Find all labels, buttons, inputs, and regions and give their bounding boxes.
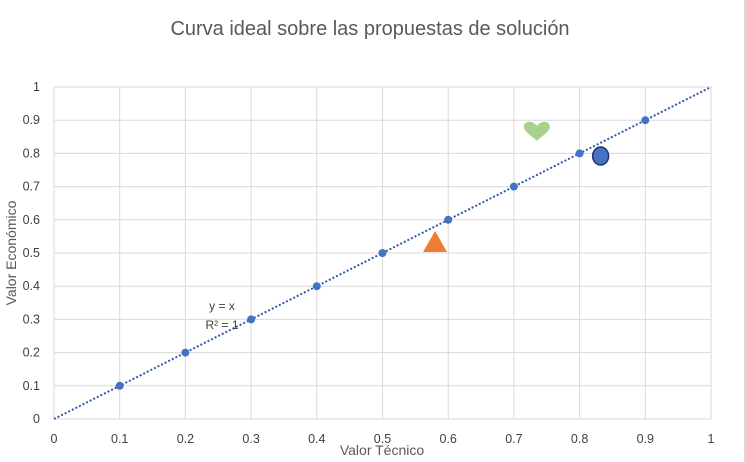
y-tick-label: 0.5 bbox=[23, 246, 40, 260]
x-tick-label: 0.3 bbox=[242, 432, 259, 446]
y-tick-label: 0.7 bbox=[23, 180, 40, 194]
y-tick-label: 0.9 bbox=[23, 113, 40, 127]
chart-title: Curva ideal sobre las propuestas de solu… bbox=[170, 18, 569, 40]
data-points bbox=[115, 116, 650, 390]
y-tick-label: 0.1 bbox=[23, 379, 40, 393]
data-point bbox=[181, 348, 190, 357]
x-axis-ticks: 0 0.1 0.2 0.3 0.4 0.5 0.6 0.7 0.8 0.9 1 bbox=[51, 432, 715, 446]
trendline-r2: R² = 1 bbox=[205, 318, 238, 332]
x-tick-label: 0.5 bbox=[374, 432, 391, 446]
x-tick-label: 1 bbox=[708, 432, 715, 446]
data-point bbox=[575, 149, 584, 158]
y-tick-label: 0.2 bbox=[23, 346, 40, 360]
data-point bbox=[312, 282, 321, 291]
y-tick-label: 1 bbox=[33, 80, 40, 94]
proposal-markers bbox=[423, 121, 610, 253]
data-point bbox=[247, 315, 256, 324]
chart-border bbox=[744, 0, 746, 462]
x-tick-label: 0.2 bbox=[177, 432, 194, 446]
y-tick-label: 0.4 bbox=[23, 279, 40, 293]
y-tick-label: 0.6 bbox=[23, 213, 40, 227]
y-axis-label: Valor Económico bbox=[3, 200, 19, 305]
trendline-equation: y = x bbox=[209, 299, 235, 313]
y-axis-ticks: 0 0.1 0.2 0.3 0.4 0.5 0.6 0.7 0.8 0.9 1 bbox=[23, 80, 40, 426]
y-tick-label: 0 bbox=[33, 412, 40, 426]
data-point bbox=[115, 381, 124, 390]
data-point bbox=[509, 182, 518, 191]
data-point bbox=[378, 249, 387, 257]
heart-marker bbox=[523, 121, 550, 141]
x-tick-label: 0.1 bbox=[111, 432, 128, 446]
x-tick-label: 0.4 bbox=[308, 432, 325, 446]
data-point bbox=[444, 215, 453, 224]
x-axis-label: Valor Técnico bbox=[340, 442, 425, 458]
circle-marker bbox=[591, 146, 610, 166]
y-tick-label: 0.8 bbox=[23, 146, 40, 160]
x-tick-label: 0.7 bbox=[505, 432, 522, 446]
x-tick-label: 0.9 bbox=[637, 432, 654, 446]
triangle-marker bbox=[423, 231, 448, 253]
data-point bbox=[641, 116, 650, 125]
x-tick-label: 0 bbox=[51, 432, 58, 446]
y-tick-label: 0.3 bbox=[23, 312, 40, 326]
x-tick-label: 0.8 bbox=[571, 432, 588, 446]
x-tick-label: 0.6 bbox=[440, 432, 457, 446]
